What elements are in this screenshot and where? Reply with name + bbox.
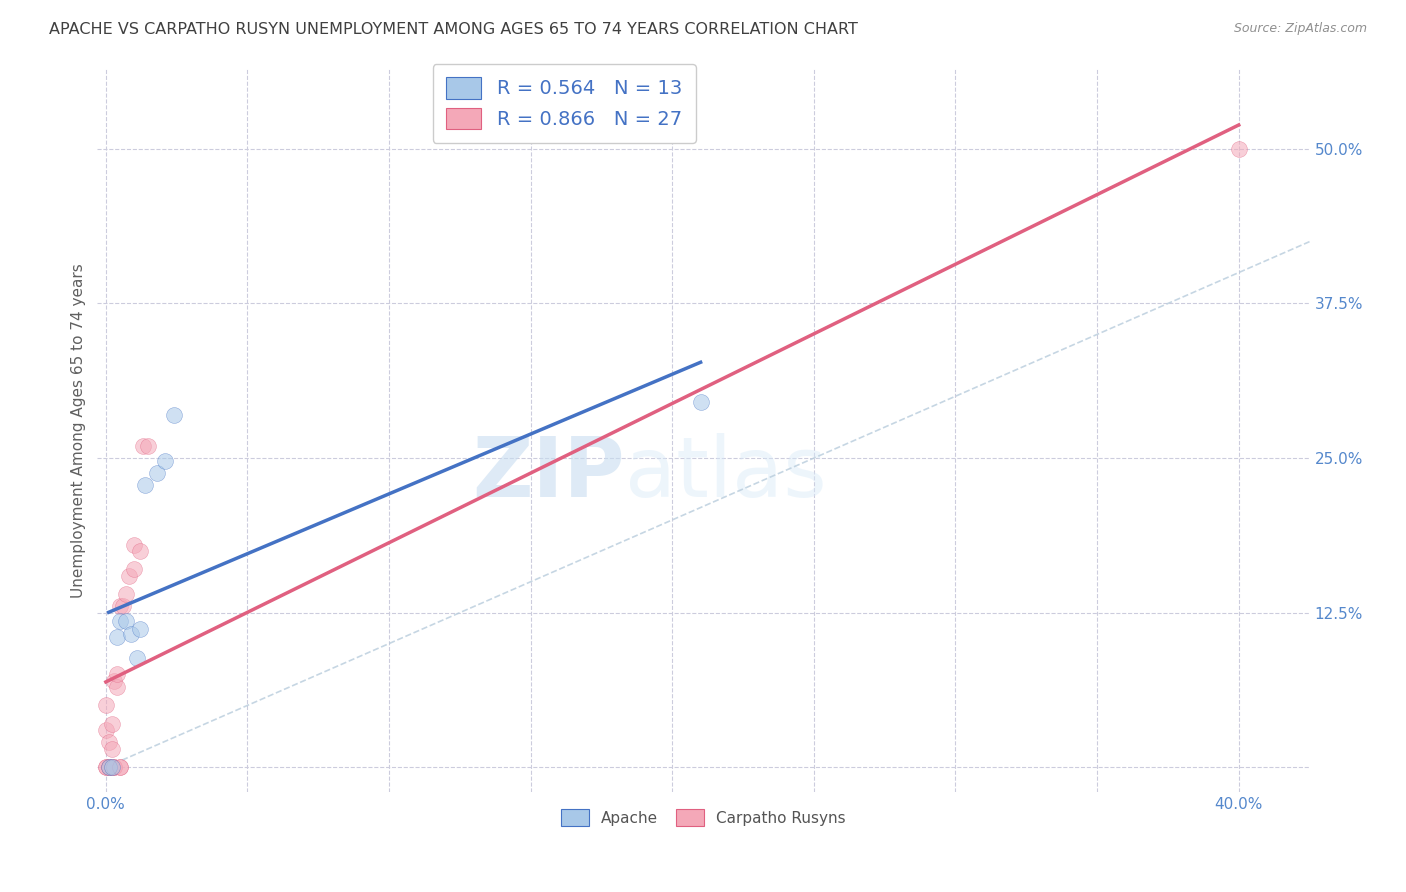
Point [94, 760, 117, 774]
Point [120, 626, 142, 640]
Point [128, 622, 150, 636]
Point [163, 408, 186, 422]
Point [108, 760, 131, 774]
Point [94, 723, 117, 738]
Point [97, 760, 120, 774]
Text: ZIP: ZIP [472, 434, 624, 514]
Point [155, 453, 177, 467]
Text: atlas: atlas [624, 434, 827, 514]
Point [108, 615, 131, 629]
Point [105, 631, 128, 645]
Point [100, 760, 122, 774]
Point [94, 698, 117, 713]
Point [103, 760, 125, 774]
Point [114, 587, 136, 601]
Point [108, 599, 131, 614]
Point [1227, 142, 1250, 156]
Point [122, 538, 145, 552]
Point [136, 439, 159, 453]
Point [108, 760, 131, 774]
Point [134, 478, 156, 492]
Point [122, 562, 145, 576]
Point [114, 615, 136, 629]
Point [131, 439, 153, 453]
Point [125, 651, 148, 665]
Point [97, 735, 120, 749]
Point [97, 760, 120, 774]
Point [689, 395, 711, 409]
Point [105, 667, 128, 681]
Point [111, 599, 134, 614]
Point [94, 760, 117, 774]
Point [100, 717, 122, 731]
Text: Source: ZipAtlas.com: Source: ZipAtlas.com [1233, 22, 1367, 36]
Point [105, 680, 128, 694]
Point [103, 673, 125, 688]
Text: APACHE VS CARPATHO RUSYN UNEMPLOYMENT AMONG AGES 65 TO 74 YEARS CORRELATION CHAR: APACHE VS CARPATHO RUSYN UNEMPLOYMENT AM… [49, 22, 858, 37]
Point [117, 568, 139, 582]
Point [100, 741, 122, 756]
Point [97, 760, 120, 774]
Point [100, 760, 122, 774]
Point [146, 466, 169, 480]
Y-axis label: Unemployment Among Ages 65 to 74 years: Unemployment Among Ages 65 to 74 years [72, 263, 86, 598]
Point [128, 544, 150, 558]
Legend: Apache, Carpatho Rusyns: Apache, Carpatho Rusyns [553, 800, 855, 835]
Point [103, 760, 125, 774]
